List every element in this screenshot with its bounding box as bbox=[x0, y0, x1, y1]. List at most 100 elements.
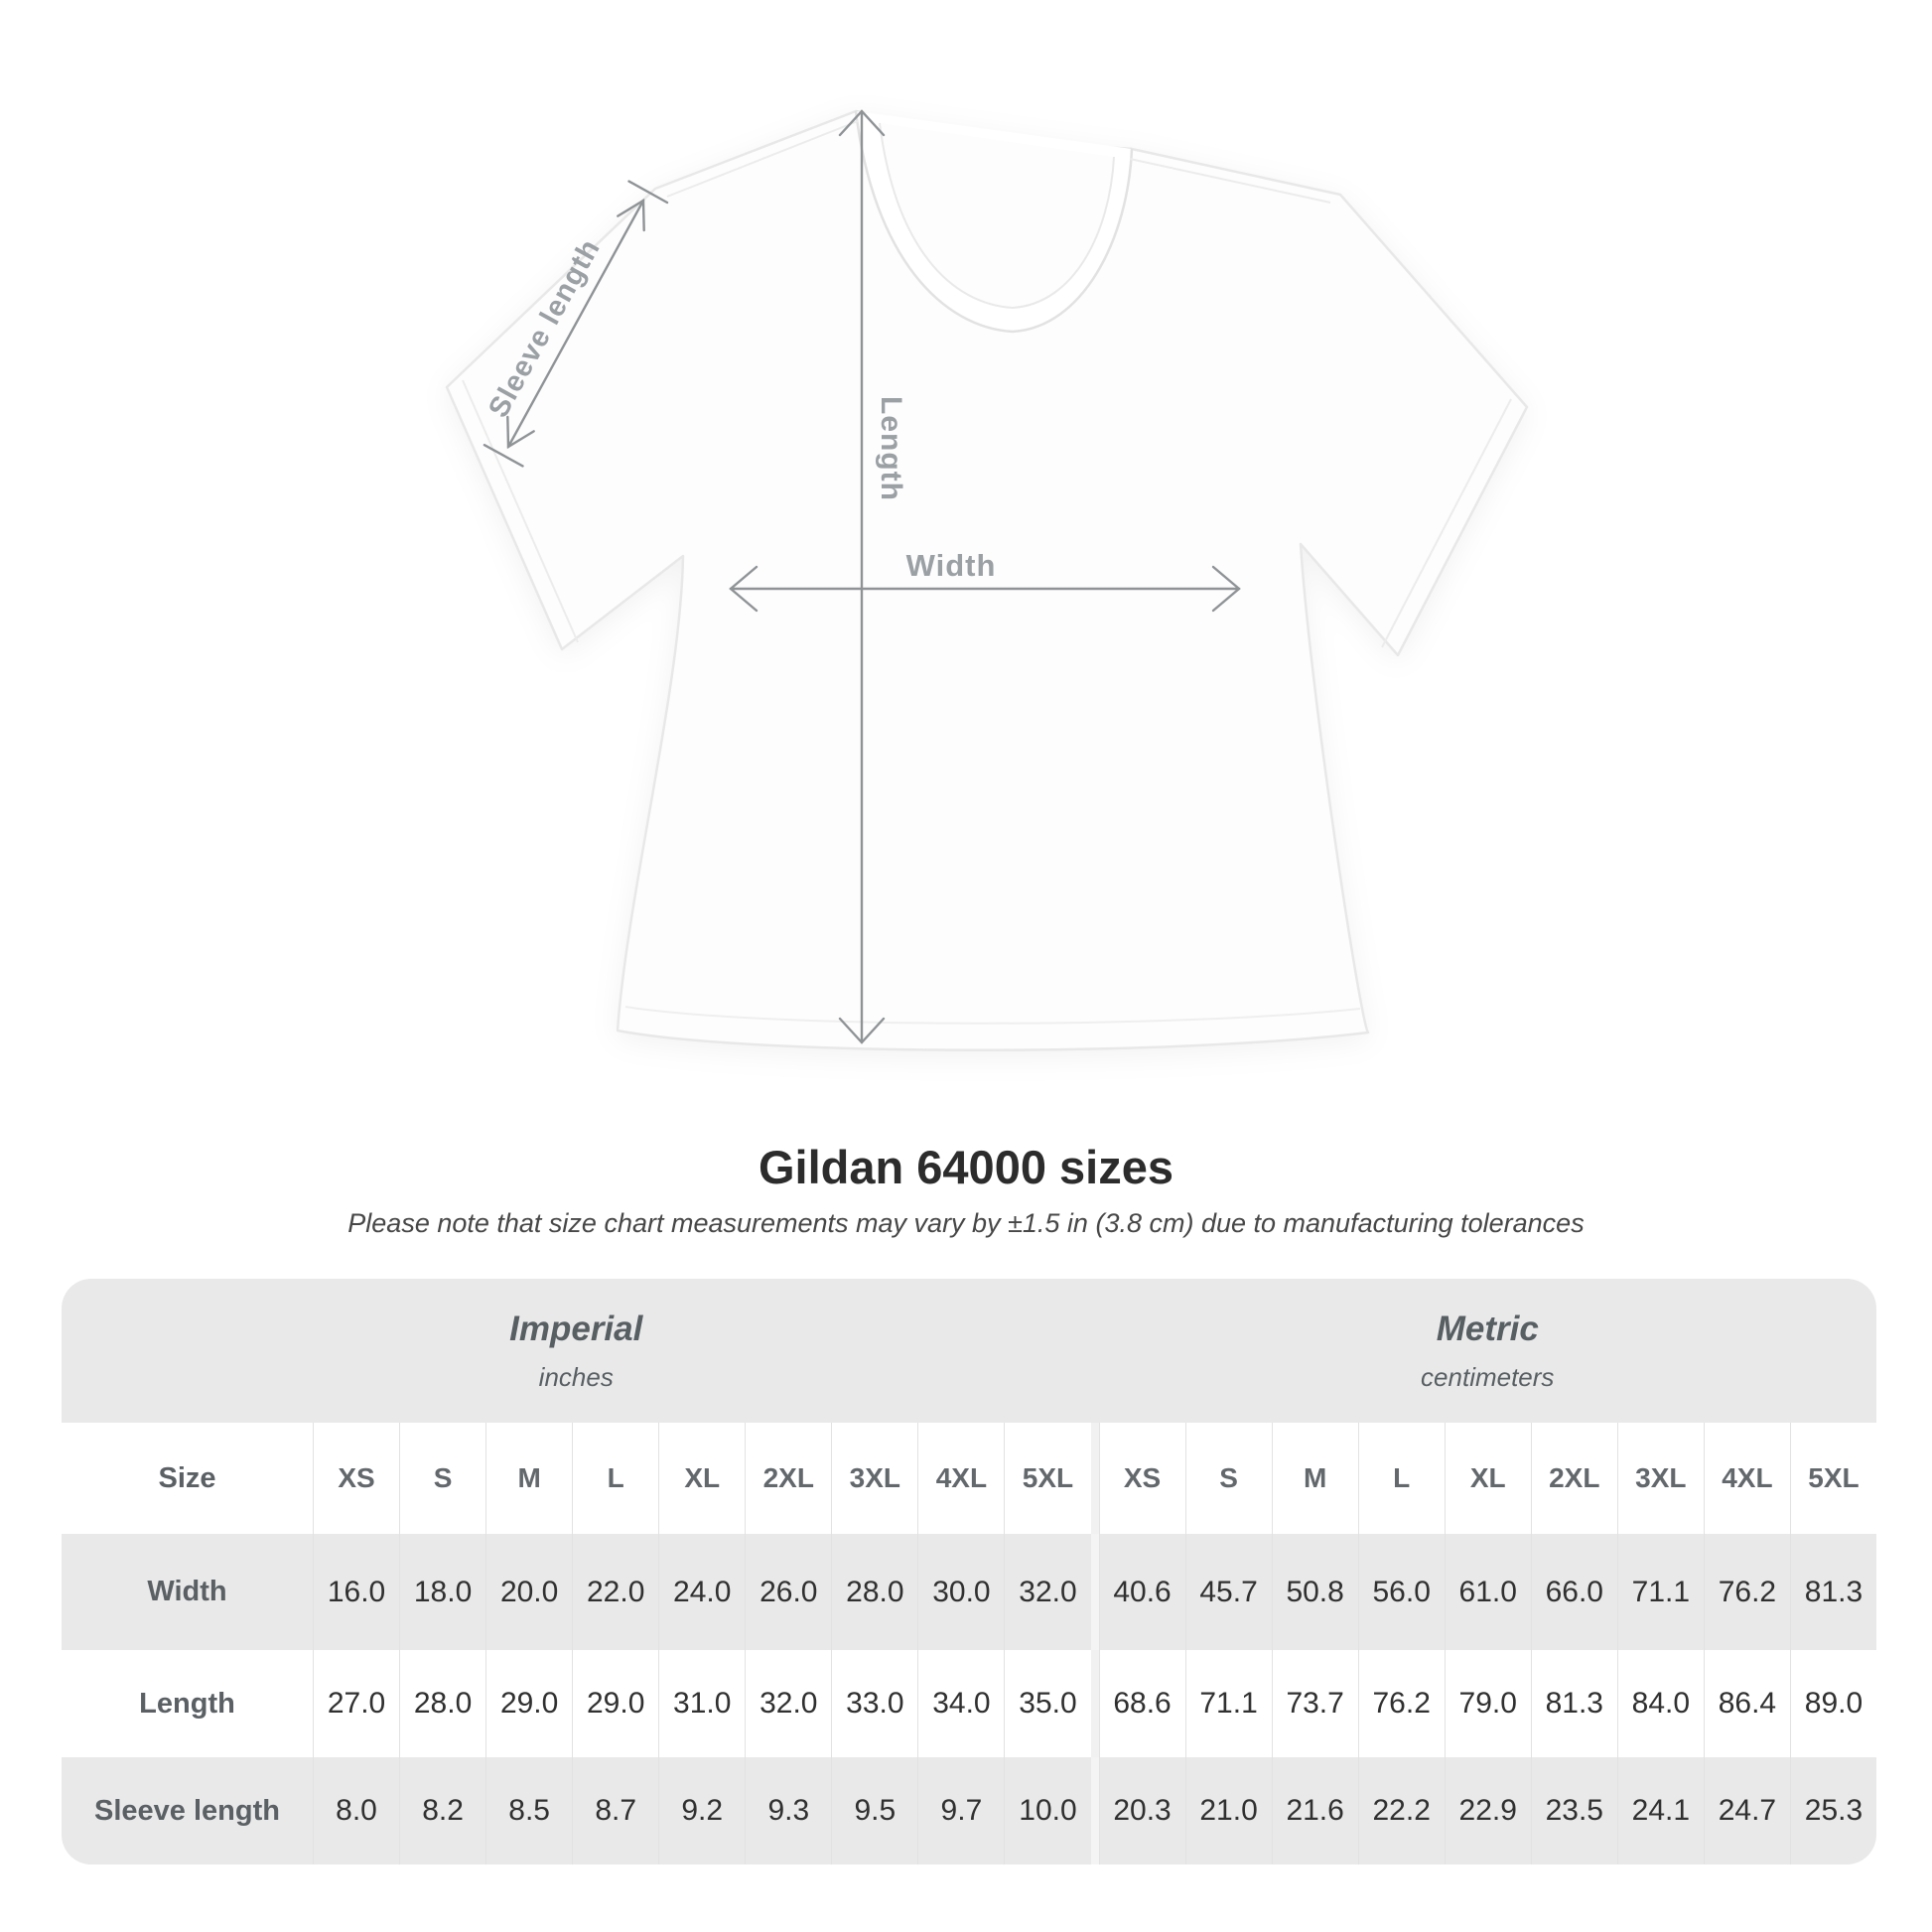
value-cell: 23.5 bbox=[1530, 1757, 1617, 1864]
width-label: Width bbox=[905, 548, 997, 583]
value-cell: 8.0 bbox=[313, 1757, 400, 1864]
value-cell: 84.0 bbox=[1616, 1650, 1704, 1757]
hem-seam bbox=[624, 1006, 1361, 1025]
measurement-arrows bbox=[483, 109, 1241, 1044]
value-cell: 21.0 bbox=[1184, 1757, 1272, 1864]
value-cell: 32.0 bbox=[745, 1650, 832, 1757]
imperial-title: Imperial bbox=[509, 1309, 643, 1348]
size-col-l-imperial: L bbox=[572, 1423, 659, 1534]
value-cell: 81.3 bbox=[1530, 1650, 1617, 1757]
size-col-m-imperial: M bbox=[485, 1423, 573, 1534]
value-cell: 8.7 bbox=[572, 1757, 659, 1864]
length-arrow bbox=[838, 109, 886, 1044]
size-table: Imperial inches Metric centimeters Size … bbox=[62, 1279, 1876, 1864]
tshirt-diagram bbox=[445, 109, 1529, 1051]
value-cell: 16.0 bbox=[313, 1534, 400, 1650]
value-cell: 79.0 bbox=[1444, 1650, 1531, 1757]
size-column-header: Size bbox=[62, 1423, 313, 1534]
left-cuff-seam bbox=[462, 379, 579, 643]
size-col-5xl-imperial: 5XL bbox=[1004, 1423, 1091, 1534]
value-cell: 35.0 bbox=[1004, 1650, 1091, 1757]
row-label-width: Width bbox=[62, 1534, 313, 1650]
metric-title: Metric bbox=[1436, 1309, 1539, 1348]
row-label-sleeve-length: Sleeve length bbox=[62, 1757, 313, 1864]
size-col-xs-metric: XS bbox=[1098, 1423, 1185, 1534]
right-cuff-seam bbox=[1381, 398, 1512, 648]
value-cell: 27.0 bbox=[313, 1650, 400, 1757]
value-cell: 71.1 bbox=[1616, 1534, 1704, 1650]
size-col-5xl-metric: 5XL bbox=[1789, 1423, 1876, 1534]
value-cell: 86.4 bbox=[1703, 1650, 1790, 1757]
size-col-2xl-metric: 2XL bbox=[1530, 1423, 1617, 1534]
row-label-length: Length bbox=[62, 1650, 313, 1757]
length-label: Length bbox=[875, 396, 907, 501]
value-cell: 73.7 bbox=[1271, 1650, 1358, 1757]
value-cell: 28.0 bbox=[831, 1534, 918, 1650]
size-col-xl-metric: XL bbox=[1444, 1423, 1531, 1534]
value-cell: 45.7 bbox=[1184, 1534, 1272, 1650]
value-cell: 33.0 bbox=[831, 1650, 918, 1757]
value-cell: 31.0 bbox=[658, 1650, 746, 1757]
value-cell: 24.7 bbox=[1703, 1757, 1790, 1864]
tshirt-image bbox=[445, 109, 1529, 1051]
value-cell: 32.0 bbox=[1004, 1534, 1091, 1650]
value-cell: 76.2 bbox=[1703, 1534, 1790, 1650]
size-col-xs-imperial: XS bbox=[313, 1423, 400, 1534]
left-shoulder-seam bbox=[666, 120, 859, 198]
value-cell: 24.1 bbox=[1616, 1757, 1704, 1864]
value-cell: 9.5 bbox=[831, 1757, 918, 1864]
size-col-s-imperial: S bbox=[399, 1423, 486, 1534]
width-arrow bbox=[729, 565, 1241, 613]
metric-unit: centimeters bbox=[1421, 1361, 1555, 1392]
value-cell: 9.3 bbox=[745, 1757, 832, 1864]
size-col-l-metric: L bbox=[1357, 1423, 1445, 1534]
value-cell: 56.0 bbox=[1357, 1534, 1445, 1650]
value-cell: 34.0 bbox=[917, 1650, 1005, 1757]
value-cell: 40.6 bbox=[1098, 1534, 1185, 1650]
value-cell: 61.0 bbox=[1444, 1534, 1531, 1650]
size-col-m-metric: M bbox=[1271, 1423, 1358, 1534]
value-cell: 9.2 bbox=[658, 1757, 746, 1864]
value-cell: 29.0 bbox=[572, 1650, 659, 1757]
collar-inner bbox=[879, 122, 1115, 310]
value-cell: 22.2 bbox=[1357, 1757, 1445, 1864]
value-cell: 20.0 bbox=[485, 1534, 573, 1650]
tolerance-note: Please note that size chart measurements… bbox=[347, 1208, 1585, 1238]
imperial-section-header: Imperial inches bbox=[62, 1279, 1091, 1423]
value-cell: 8.2 bbox=[399, 1757, 486, 1864]
value-cell: 8.5 bbox=[485, 1757, 573, 1864]
value-cell: 22.9 bbox=[1444, 1757, 1531, 1864]
page-title: Gildan 64000 sizes bbox=[758, 1141, 1174, 1193]
size-col-4xl-metric: 4XL bbox=[1703, 1423, 1790, 1534]
value-cell: 66.0 bbox=[1530, 1534, 1617, 1650]
section-band-divider bbox=[1090, 1279, 1099, 1423]
value-cell: 21.6 bbox=[1271, 1757, 1358, 1864]
size-col-3xl-imperial: 3XL bbox=[831, 1423, 918, 1534]
section-divider bbox=[1090, 1423, 1099, 1534]
section-divider bbox=[1090, 1757, 1099, 1864]
value-cell: 10.0 bbox=[1004, 1757, 1091, 1864]
value-cell: 20.3 bbox=[1098, 1757, 1185, 1864]
value-cell: 81.3 bbox=[1789, 1534, 1876, 1650]
value-cell: 89.0 bbox=[1789, 1650, 1876, 1757]
value-cell: 22.0 bbox=[572, 1534, 659, 1650]
value-cell: 29.0 bbox=[485, 1650, 573, 1757]
value-cell: 28.0 bbox=[399, 1650, 486, 1757]
value-cell: 26.0 bbox=[745, 1534, 832, 1650]
value-cell: 18.0 bbox=[399, 1534, 486, 1650]
sleeve-length-arrow bbox=[483, 180, 669, 468]
value-cell: 50.8 bbox=[1271, 1534, 1358, 1650]
section-divider bbox=[1090, 1650, 1099, 1757]
value-cell: 68.6 bbox=[1098, 1650, 1185, 1757]
imperial-unit: inches bbox=[538, 1361, 614, 1392]
value-cell: 30.0 bbox=[917, 1534, 1005, 1650]
section-divider bbox=[1090, 1534, 1099, 1650]
value-cell: 76.2 bbox=[1357, 1650, 1445, 1757]
value-cell: 71.1 bbox=[1184, 1650, 1272, 1757]
size-col-2xl-imperial: 2XL bbox=[745, 1423, 832, 1534]
size-col-4xl-imperial: 4XL bbox=[917, 1423, 1005, 1534]
size-col-xl-imperial: XL bbox=[658, 1423, 746, 1534]
right-shoulder-seam bbox=[1129, 158, 1331, 204]
size-col-3xl-metric: 3XL bbox=[1616, 1423, 1704, 1534]
